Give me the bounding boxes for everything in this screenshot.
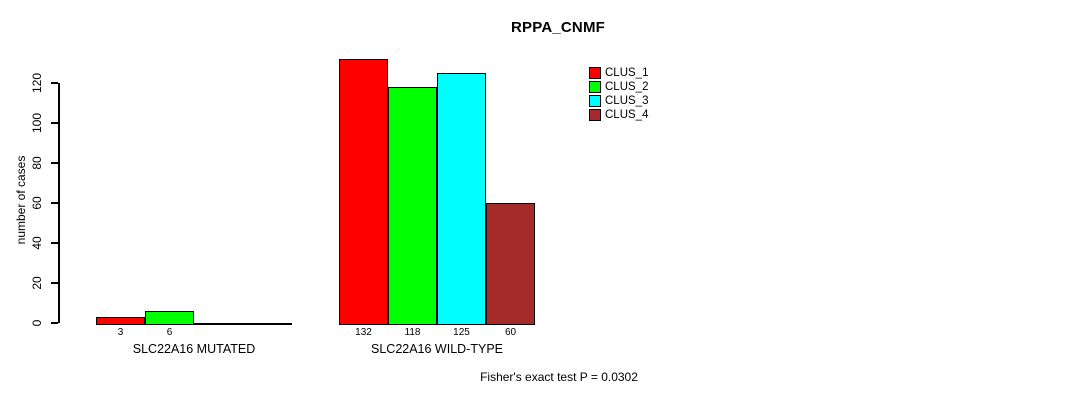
y-axis-tick [51,322,58,324]
bar-value-label: 125 [453,327,470,338]
y-axis-tick [51,202,58,204]
y-tick-label: 100 [30,112,44,134]
bar-value-label: 60 [504,327,517,338]
bar-clus-4-slc22a16-wild-type [486,203,535,325]
y-axis-tick [51,82,58,84]
legend-swatch-clus-2 [589,81,601,93]
stat-annotation: Fisher's exact test P = 0.0302 [480,370,638,384]
group-label-slc22a16-mutated: SLC22A16 MUTATED [132,342,256,356]
group-label-slc22a16-wild-type: SLC22A16 WILD-TYPE [371,342,503,356]
y-axis-tick [51,282,58,284]
bar-clus-2-slc22a16-mutated [145,311,194,325]
y-tick-label: 60 [30,196,44,210]
bar-value-label: 3 [117,327,124,338]
legend-swatch-clus-1 [589,67,601,79]
legend-label-clus-2: CLUS_2 [605,81,649,93]
y-tick-label: 120 [30,72,44,94]
y-tick-label: 0 [30,319,44,327]
chart-title: RPPA_CNMF [510,19,606,36]
legend-label-clus-1: CLUS_1 [605,67,649,79]
y-axis-tick [51,122,58,124]
bar-clus-1-slc22a16-mutated [96,317,145,325]
y-tick-label: 20 [30,276,44,290]
legend-swatch-clus-3 [589,95,601,107]
bar-value-label: 132 [355,327,372,338]
bar-value-label: 118 [404,327,421,338]
bar-clus-1-slc22a16-wild-type [339,59,388,325]
y-axis-label: number of cases [14,155,28,245]
y-axis-tick [51,162,58,164]
legend-swatch-clus-4 [589,109,601,121]
bar-clus-2-slc22a16-wild-type [388,87,437,325]
y-axis-line [58,83,60,323]
y-tick-label: 40 [30,236,44,250]
y-tick-label: 80 [30,156,44,170]
legend-label-clus-4: CLUS_4 [605,109,649,121]
bar-value-label: 6 [166,327,173,338]
bar-clus-3-slc22a16-wild-type [437,73,486,325]
y-axis-tick [51,242,58,244]
legend-label-clus-3: CLUS_3 [605,95,649,107]
x-baseline-slc22a16-mutated [96,323,292,325]
